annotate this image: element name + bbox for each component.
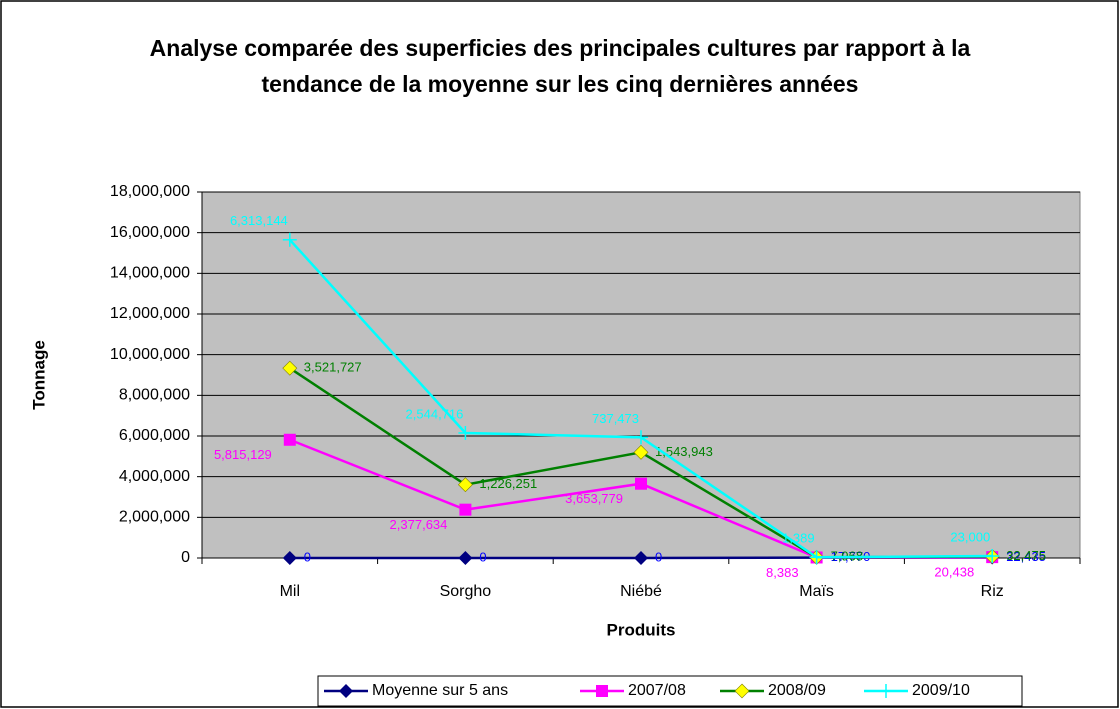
legend-label: 2008/09 <box>768 682 826 699</box>
data-label: 3,653,779 <box>565 491 623 506</box>
marker <box>458 551 473 565</box>
plot-area <box>201 191 1081 559</box>
marker <box>459 503 472 516</box>
legend-label: Moyenne sur 5 ans <box>372 682 508 699</box>
x-tick-label: Sorgho <box>440 583 492 600</box>
data-label: 2,377,634 <box>390 517 448 532</box>
marker-shape <box>282 551 297 565</box>
data-label: 1,389 <box>782 531 815 546</box>
data-label: 20,438 <box>934 565 974 580</box>
marker-shape <box>633 444 649 460</box>
y-tick-label: 6,000,000 <box>119 427 190 444</box>
marker-shape <box>339 684 353 698</box>
data-label: 23,000 <box>950 529 990 544</box>
marker <box>283 433 296 446</box>
data-label: 0 <box>304 549 311 564</box>
x-tick-label: Maïs <box>799 583 834 600</box>
data-label: 3,521,727 <box>304 360 362 375</box>
marker <box>282 551 297 565</box>
data-label: 32,475 <box>1006 548 1046 563</box>
data-label: 0 <box>479 549 486 564</box>
marker <box>985 549 1000 564</box>
data-label: 6,313,144 <box>230 213 288 228</box>
marker <box>458 425 473 440</box>
y-tick-label: 2,000,000 <box>119 509 190 526</box>
marker <box>282 360 298 376</box>
data-label: 737,473 <box>592 411 639 426</box>
y-tick-label: 18,000,000 <box>110 183 190 200</box>
y-tick-label: 16,000,000 <box>110 224 190 241</box>
marker-shape <box>282 360 298 376</box>
x-tick-label: Mil <box>280 583 300 600</box>
data-label: 2,544,716 <box>406 406 464 421</box>
x-axis-title: Produits <box>607 620 676 639</box>
marker <box>457 477 473 493</box>
y-tick-label: 14,000,000 <box>110 265 190 282</box>
marker-shape <box>458 551 473 565</box>
marker-shape <box>734 683 750 699</box>
y-tick-label: 8,000,000 <box>119 387 190 404</box>
marker-shape <box>459 503 472 516</box>
y-tick-label: 12,000,000 <box>110 305 190 322</box>
marker <box>596 685 608 697</box>
legend-label: 2009/10 <box>912 682 970 699</box>
x-tick-label: Riz <box>981 583 1004 600</box>
data-label: 22,435 <box>1006 549 1046 564</box>
marker <box>634 551 648 565</box>
y-tick-label: 10,000,000 <box>110 346 190 363</box>
marker-shape <box>596 685 608 697</box>
marker <box>734 683 750 699</box>
data-label: 5,815,129 <box>214 447 272 462</box>
marker-shape <box>457 477 473 493</box>
marker <box>635 477 647 490</box>
data-label: 1,543,943 <box>655 444 713 459</box>
marker <box>282 232 297 247</box>
marker <box>339 684 353 698</box>
x-tick-label: Niébé <box>620 583 662 600</box>
chart-title: Analyse comparée des superficies des pri… <box>149 35 971 97</box>
y-axis-title: Tonnage <box>29 340 48 410</box>
data-label: 8,383 <box>766 565 799 580</box>
marker-shape <box>283 433 296 446</box>
marker <box>633 444 649 460</box>
marker <box>809 550 824 565</box>
marker-shape <box>634 551 648 565</box>
y-tick-label: 0 <box>181 549 190 566</box>
y-tick-label: 4,000,000 <box>119 468 190 485</box>
marker-shape <box>635 477 647 490</box>
marker <box>634 430 648 445</box>
data-label: 1,226,251 <box>479 476 537 491</box>
marker <box>879 684 893 698</box>
data-label: 0 <box>655 549 662 564</box>
legend-label: 2007/08 <box>628 682 686 699</box>
